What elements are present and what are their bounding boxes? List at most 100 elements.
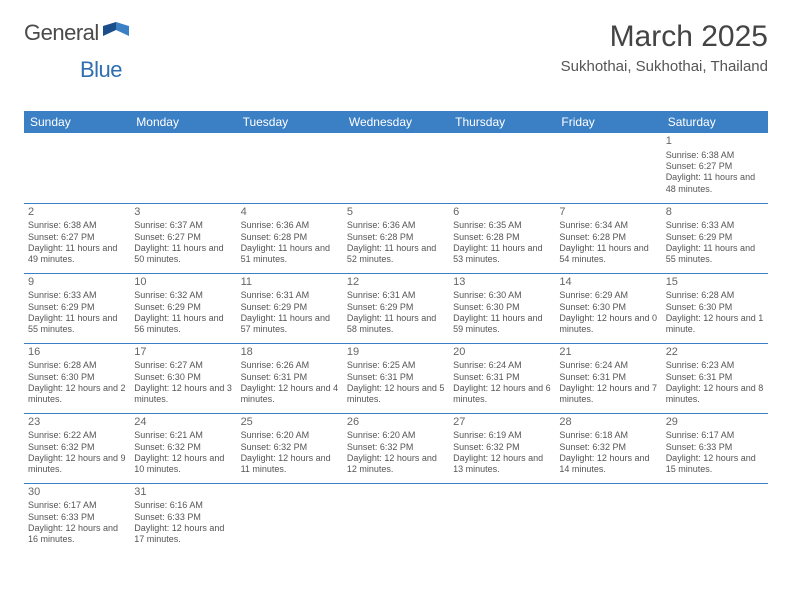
day-number: 4 [241,206,339,220]
calendar-row: 30Sunrise: 6:17 AMSunset: 6:33 PMDayligh… [24,483,768,553]
calendar-cell: 27Sunrise: 6:19 AMSunset: 6:32 PMDayligh… [449,413,555,483]
calendar-row: 1Sunrise: 6:38 AMSunset: 6:27 PMDaylight… [24,133,768,203]
calendar-cell [237,483,343,553]
day-number: 5 [347,206,445,220]
day-number: 24 [134,416,232,430]
day-number: 11 [241,276,339,290]
calendar-cell [130,133,236,203]
day-details: Sunrise: 6:32 AMSunset: 6:29 PMDaylight:… [134,290,232,335]
day-number: 3 [134,206,232,220]
calendar-cell: 21Sunrise: 6:24 AMSunset: 6:31 PMDayligh… [555,343,661,413]
calendar-cell [449,483,555,553]
day-number: 23 [28,416,126,430]
calendar-cell: 24Sunrise: 6:21 AMSunset: 6:32 PMDayligh… [130,413,236,483]
calendar-cell: 1Sunrise: 6:38 AMSunset: 6:27 PMDaylight… [662,133,768,203]
day-number: 22 [666,346,764,360]
calendar-cell: 5Sunrise: 6:36 AMSunset: 6:28 PMDaylight… [343,203,449,273]
calendar-cell: 23Sunrise: 6:22 AMSunset: 6:32 PMDayligh… [24,413,130,483]
day-details: Sunrise: 6:36 AMSunset: 6:28 PMDaylight:… [347,220,445,265]
day-details: Sunrise: 6:38 AMSunset: 6:27 PMDaylight:… [666,150,764,195]
calendar-cell: 26Sunrise: 6:20 AMSunset: 6:32 PMDayligh… [343,413,449,483]
day-number: 12 [347,276,445,290]
logo-text-general: General [24,20,99,46]
calendar-table: SundayMondayTuesdayWednesdayThursdayFrid… [24,111,768,553]
calendar-cell: 30Sunrise: 6:17 AMSunset: 6:33 PMDayligh… [24,483,130,553]
calendar-cell: 28Sunrise: 6:18 AMSunset: 6:32 PMDayligh… [555,413,661,483]
day-number: 30 [28,486,126,500]
day-number: 18 [241,346,339,360]
day-details: Sunrise: 6:28 AMSunset: 6:30 PMDaylight:… [666,290,764,335]
day-number: 21 [559,346,657,360]
calendar-cell: 8Sunrise: 6:33 AMSunset: 6:29 PMDaylight… [662,203,768,273]
day-details: Sunrise: 6:29 AMSunset: 6:30 PMDaylight:… [559,290,657,335]
calendar-cell [343,483,449,553]
day-details: Sunrise: 6:24 AMSunset: 6:31 PMDaylight:… [453,360,551,405]
day-details: Sunrise: 6:36 AMSunset: 6:28 PMDaylight:… [241,220,339,265]
calendar-cell: 18Sunrise: 6:26 AMSunset: 6:31 PMDayligh… [237,343,343,413]
day-number: 20 [453,346,551,360]
day-details: Sunrise: 6:34 AMSunset: 6:28 PMDaylight:… [559,220,657,265]
day-number: 1 [666,135,764,149]
day-details: Sunrise: 6:23 AMSunset: 6:31 PMDaylight:… [666,360,764,405]
day-number: 7 [559,206,657,220]
calendar-cell: 12Sunrise: 6:31 AMSunset: 6:29 PMDayligh… [343,273,449,343]
calendar-cell: 14Sunrise: 6:29 AMSunset: 6:30 PMDayligh… [555,273,661,343]
day-details: Sunrise: 6:30 AMSunset: 6:30 PMDaylight:… [453,290,551,335]
day-details: Sunrise: 6:28 AMSunset: 6:30 PMDaylight:… [28,360,126,405]
day-details: Sunrise: 6:17 AMSunset: 6:33 PMDaylight:… [666,430,764,475]
day-number: 6 [453,206,551,220]
day-details: Sunrise: 6:20 AMSunset: 6:32 PMDaylight:… [347,430,445,475]
day-number: 9 [28,276,126,290]
day-number: 29 [666,416,764,430]
calendar-cell [343,133,449,203]
day-number: 14 [559,276,657,290]
calendar-cell: 4Sunrise: 6:36 AMSunset: 6:28 PMDaylight… [237,203,343,273]
day-details: Sunrise: 6:26 AMSunset: 6:31 PMDaylight:… [241,360,339,405]
column-header: Monday [130,111,236,133]
day-details: Sunrise: 6:21 AMSunset: 6:32 PMDaylight:… [134,430,232,475]
day-details: Sunrise: 6:33 AMSunset: 6:29 PMDaylight:… [28,290,126,335]
calendar-cell: 16Sunrise: 6:28 AMSunset: 6:30 PMDayligh… [24,343,130,413]
logo-text-blue: Blue [80,57,122,82]
calendar-cell [24,133,130,203]
calendar-cell: 13Sunrise: 6:30 AMSunset: 6:30 PMDayligh… [449,273,555,343]
column-header: Wednesday [343,111,449,133]
day-number: 15 [666,276,764,290]
calendar-row: 2Sunrise: 6:38 AMSunset: 6:27 PMDaylight… [24,203,768,273]
calendar-cell: 10Sunrise: 6:32 AMSunset: 6:29 PMDayligh… [130,273,236,343]
day-details: Sunrise: 6:19 AMSunset: 6:32 PMDaylight:… [453,430,551,475]
calendar-cell [449,133,555,203]
day-number: 31 [134,486,232,500]
calendar-cell: 3Sunrise: 6:37 AMSunset: 6:27 PMDaylight… [130,203,236,273]
day-details: Sunrise: 6:20 AMSunset: 6:32 PMDaylight:… [241,430,339,475]
flag-icon [103,22,129,45]
day-details: Sunrise: 6:35 AMSunset: 6:28 PMDaylight:… [453,220,551,265]
logo: General [24,20,131,46]
column-header: Friday [555,111,661,133]
day-details: Sunrise: 6:25 AMSunset: 6:31 PMDaylight:… [347,360,445,405]
day-number: 26 [347,416,445,430]
calendar-cell: 25Sunrise: 6:20 AMSunset: 6:32 PMDayligh… [237,413,343,483]
column-header: Saturday [662,111,768,133]
calendar-cell: 17Sunrise: 6:27 AMSunset: 6:30 PMDayligh… [130,343,236,413]
day-number: 17 [134,346,232,360]
calendar-cell: 22Sunrise: 6:23 AMSunset: 6:31 PMDayligh… [662,343,768,413]
column-header: Tuesday [237,111,343,133]
calendar-cell: 29Sunrise: 6:17 AMSunset: 6:33 PMDayligh… [662,413,768,483]
day-number: 2 [28,206,126,220]
calendar-cell: 15Sunrise: 6:28 AMSunset: 6:30 PMDayligh… [662,273,768,343]
calendar-row: 16Sunrise: 6:28 AMSunset: 6:30 PMDayligh… [24,343,768,413]
day-details: Sunrise: 6:31 AMSunset: 6:29 PMDaylight:… [347,290,445,335]
day-number: 28 [559,416,657,430]
day-details: Sunrise: 6:16 AMSunset: 6:33 PMDaylight:… [134,500,232,545]
calendar-cell: 9Sunrise: 6:33 AMSunset: 6:29 PMDaylight… [24,273,130,343]
calendar-cell: 11Sunrise: 6:31 AMSunset: 6:29 PMDayligh… [237,273,343,343]
calendar-cell: 6Sunrise: 6:35 AMSunset: 6:28 PMDaylight… [449,203,555,273]
calendar-cell: 2Sunrise: 6:38 AMSunset: 6:27 PMDaylight… [24,203,130,273]
day-details: Sunrise: 6:27 AMSunset: 6:30 PMDaylight:… [134,360,232,405]
calendar-header-row: SundayMondayTuesdayWednesdayThursdayFrid… [24,111,768,133]
column-header: Thursday [449,111,555,133]
calendar-cell [237,133,343,203]
page-title: March 2025 [561,20,768,54]
day-details: Sunrise: 6:22 AMSunset: 6:32 PMDaylight:… [28,430,126,475]
